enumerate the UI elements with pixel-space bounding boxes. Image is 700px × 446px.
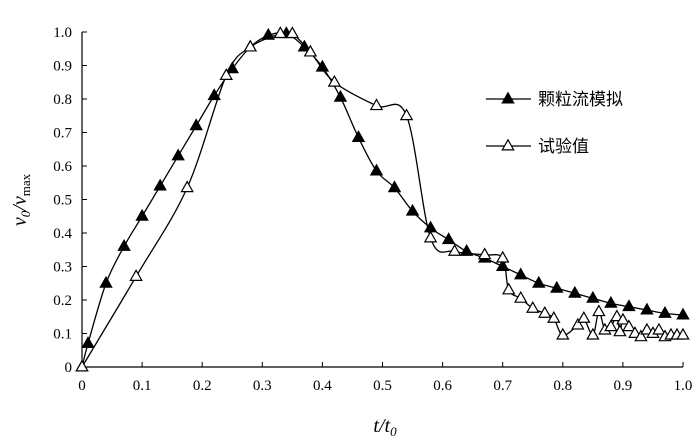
series-1-point xyxy=(405,203,420,216)
y-tick-label: 1.0 xyxy=(53,25,72,41)
series-2-point xyxy=(526,300,540,313)
series-2-point xyxy=(219,68,233,80)
series-1-point xyxy=(99,275,113,288)
x-tick-label: 0.5 xyxy=(373,378,392,394)
series-2-point xyxy=(423,230,438,243)
series-1-line xyxy=(81,32,684,368)
series-1-point xyxy=(622,299,636,312)
x-tick-label: 0.1 xyxy=(133,378,152,394)
series-1-point xyxy=(351,130,366,142)
series-1-point xyxy=(369,163,384,176)
x-tick-label: 0.3 xyxy=(253,378,272,394)
series-2-point xyxy=(399,108,414,121)
series-1-point xyxy=(604,295,618,308)
series-1-point xyxy=(441,232,456,245)
series-1-point xyxy=(153,178,167,191)
series-1-point xyxy=(333,89,348,102)
series-2-point xyxy=(327,74,342,87)
series-2-point xyxy=(640,322,654,335)
series-2-line xyxy=(81,31,683,368)
series-2-point xyxy=(571,317,585,330)
series-2-point xyxy=(243,39,258,52)
x-tick-label: 0.6 xyxy=(433,378,452,394)
series-1-point xyxy=(513,267,528,280)
series-2-point xyxy=(273,26,288,39)
y-tick-label: 0.7 xyxy=(53,126,72,142)
series-1-point xyxy=(658,305,672,318)
series-2-point xyxy=(547,311,561,323)
series-2-point xyxy=(676,327,690,340)
series-2-point xyxy=(622,319,636,332)
y-tick-label: 0 xyxy=(65,360,73,376)
series-2-point xyxy=(75,359,89,372)
x-tick-label: 0.8 xyxy=(553,378,572,394)
series-2-point xyxy=(616,312,630,325)
y-tick-label: 0.3 xyxy=(53,260,72,276)
series-2-point xyxy=(577,311,591,323)
legend-entry-2: 试验值 xyxy=(486,137,589,157)
x-tick-label: 0.7 xyxy=(493,378,512,394)
series-layer xyxy=(75,26,690,372)
series-2-point xyxy=(556,327,570,340)
y-tick-label: 0.2 xyxy=(53,293,72,309)
x-tick-label: 0.4 xyxy=(313,378,332,394)
y-tick-label: 0.9 xyxy=(53,59,72,75)
series-2-point xyxy=(628,326,642,338)
series-2-point xyxy=(652,322,666,335)
series-2-point xyxy=(303,44,318,57)
y-tick-label: 0.1 xyxy=(53,327,72,343)
series-2-point xyxy=(634,329,648,342)
series-1-point xyxy=(189,118,203,131)
legend-marker xyxy=(501,91,515,104)
series-1-point xyxy=(568,285,582,298)
series-1-point xyxy=(171,148,185,161)
series-2-point xyxy=(477,247,492,260)
y-tick-label: 0.5 xyxy=(53,193,72,209)
series-1-point xyxy=(640,302,654,315)
series-1-point xyxy=(550,280,564,293)
series-2-point xyxy=(501,282,516,295)
x-tick-label: 0 xyxy=(78,378,86,394)
series-1-point xyxy=(117,238,131,251)
axes: 0 0.1 0.2 0.3 0.4 0.5 0.6 0.7 0.8 0.9 1.0 0 0.1 0.2 0.… xyxy=(53,25,692,394)
x-tick-label: 1.0 xyxy=(674,378,693,394)
series-2-point xyxy=(495,250,510,263)
series-1-point xyxy=(532,275,546,288)
series-2-point xyxy=(604,319,618,332)
y-tick-label: 0.4 xyxy=(53,226,72,242)
series-1-point xyxy=(135,208,149,221)
series-2-point xyxy=(447,244,462,256)
y-axis-title: v0/vmax xyxy=(9,173,33,226)
series-2-point xyxy=(513,290,528,303)
series-2 xyxy=(75,26,690,372)
series-2-point xyxy=(538,305,552,318)
y-tick-label: 0.8 xyxy=(53,92,72,108)
series-2-point xyxy=(610,309,624,322)
x-tick-label: 0.2 xyxy=(193,378,212,394)
y-tick-label: 0.6 xyxy=(53,159,72,175)
x-axis-title: t/t0 xyxy=(373,415,397,439)
x-tick-label: 0.9 xyxy=(614,378,633,394)
series-1-point xyxy=(586,290,600,303)
legend-entry-1: 颗粒流模拟 xyxy=(486,90,623,110)
series-2-point xyxy=(285,26,300,39)
series-2-point xyxy=(129,269,143,281)
series-2-point xyxy=(369,98,384,111)
legend-marker xyxy=(501,138,515,151)
legend-label: 试验值 xyxy=(538,137,589,157)
series-1-point xyxy=(676,307,690,320)
series-1-point xyxy=(207,88,221,101)
series-2-point xyxy=(586,327,600,340)
series-1-point xyxy=(81,336,95,348)
series-1-point xyxy=(387,180,402,193)
legend-label: 颗粒流模拟 xyxy=(538,90,623,110)
series-2-point xyxy=(592,304,606,317)
series-2-point xyxy=(180,180,194,193)
